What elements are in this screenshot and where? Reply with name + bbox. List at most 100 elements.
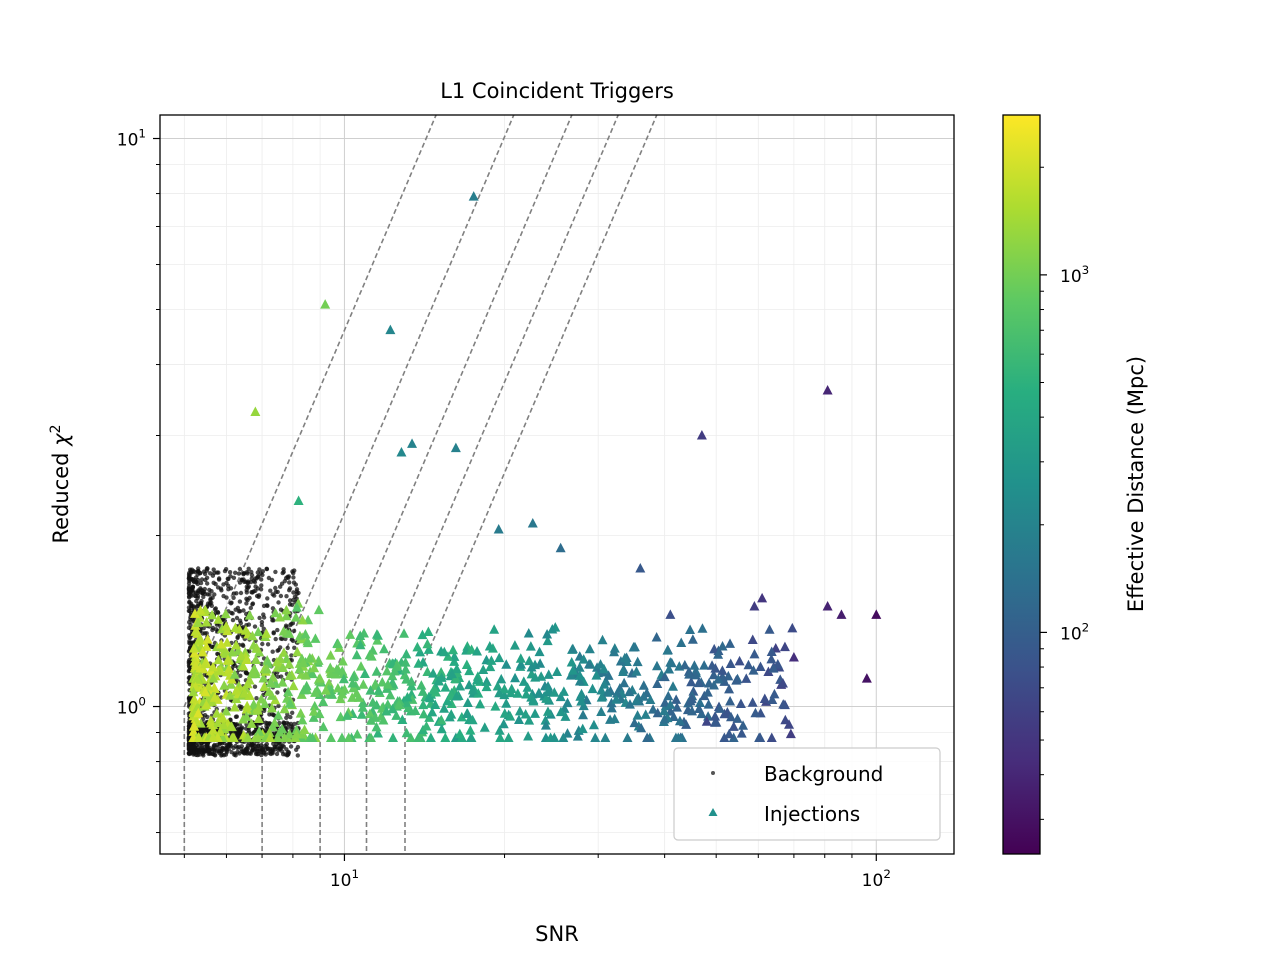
injection-point (536, 671, 547, 681)
injection-point (552, 666, 563, 676)
injection-point (696, 708, 707, 719)
injection-point (603, 670, 614, 680)
injection-point (717, 641, 728, 651)
background-point (186, 741, 192, 746)
injection-point (498, 718, 509, 729)
injection-point (347, 692, 358, 702)
injection-point (574, 675, 585, 686)
injection-point (358, 679, 369, 689)
background-point (190, 584, 196, 589)
injection-point (300, 670, 311, 680)
colorbar: 102 103 Effective Distance (Mpc) (1002, 114, 1148, 855)
injection-point (665, 699, 676, 709)
injection-point (417, 686, 428, 696)
injection-point (535, 658, 546, 668)
background-point (271, 741, 276, 746)
injection-point (292, 646, 303, 657)
injection-point (662, 645, 673, 655)
injection-point (606, 702, 617, 713)
injection-point (501, 659, 512, 669)
injection-point (446, 698, 457, 709)
injection-point (542, 635, 553, 646)
background-point (224, 580, 229, 586)
injection-point (222, 655, 233, 665)
injection-point (606, 697, 617, 708)
injection-point (189, 720, 200, 731)
background-point (272, 745, 277, 750)
background-point (252, 684, 258, 689)
injection-point (436, 672, 447, 682)
background-point (202, 631, 208, 636)
injection-point (188, 643, 199, 653)
background-point (235, 727, 240, 732)
background-point (295, 753, 300, 758)
injection-point (342, 710, 353, 720)
injection-point (355, 661, 366, 671)
injection-point (220, 608, 231, 619)
injection-point (724, 683, 735, 694)
injection-point (514, 705, 525, 716)
background-point (200, 751, 205, 757)
background-point (211, 745, 216, 750)
injection-point (418, 699, 429, 710)
injection-point (785, 728, 796, 739)
injection-point (226, 679, 237, 689)
injection-point (343, 732, 354, 743)
injection-point (231, 639, 242, 650)
injection-point (291, 602, 302, 612)
injection-point (261, 628, 272, 638)
injection-point (314, 708, 325, 719)
injection-point (567, 643, 578, 654)
background-point (261, 603, 267, 609)
injection-point (596, 685, 607, 695)
injection-point (759, 693, 770, 703)
injection-point (787, 622, 798, 633)
injection-point (672, 702, 683, 712)
injection-point (714, 703, 725, 713)
injection-point (701, 716, 712, 726)
injection-point (645, 694, 656, 705)
injection-point (710, 711, 721, 721)
injection-point (543, 685, 554, 696)
background-point (205, 581, 210, 586)
injection-point (777, 678, 788, 688)
background-point (263, 720, 268, 725)
injection-point (310, 633, 321, 643)
injection-point (208, 724, 219, 735)
injection-point (651, 632, 662, 642)
background-point (228, 601, 234, 606)
background-point (251, 589, 256, 594)
injection-point (413, 658, 424, 668)
background-point (192, 593, 198, 598)
injection-point (725, 696, 736, 706)
injection-point (632, 656, 643, 667)
injection-point (719, 708, 730, 719)
injection-point (430, 699, 441, 710)
injection-point (530, 708, 541, 718)
injection-point (555, 706, 566, 717)
background-point (245, 580, 251, 585)
background-point (186, 587, 192, 592)
background-point (270, 618, 275, 623)
injection-point (670, 732, 681, 743)
background-point (195, 752, 200, 758)
injection-point (387, 703, 398, 714)
injection-point (619, 652, 630, 663)
background-point (262, 750, 267, 756)
background-point (229, 743, 234, 748)
injection-point (401, 727, 412, 738)
legend-background-marker (711, 771, 715, 775)
injection-point (719, 732, 730, 743)
background-point (291, 570, 296, 576)
injection-point (400, 663, 411, 674)
injection-point (749, 601, 760, 611)
background-point (239, 577, 244, 582)
injection-point (750, 707, 761, 718)
injection-point (207, 609, 218, 620)
background-point (237, 599, 243, 604)
injection-point (520, 709, 531, 719)
injection-point (602, 687, 613, 697)
injection-point (555, 691, 566, 702)
background-point (230, 617, 236, 623)
injection-point (335, 693, 346, 704)
